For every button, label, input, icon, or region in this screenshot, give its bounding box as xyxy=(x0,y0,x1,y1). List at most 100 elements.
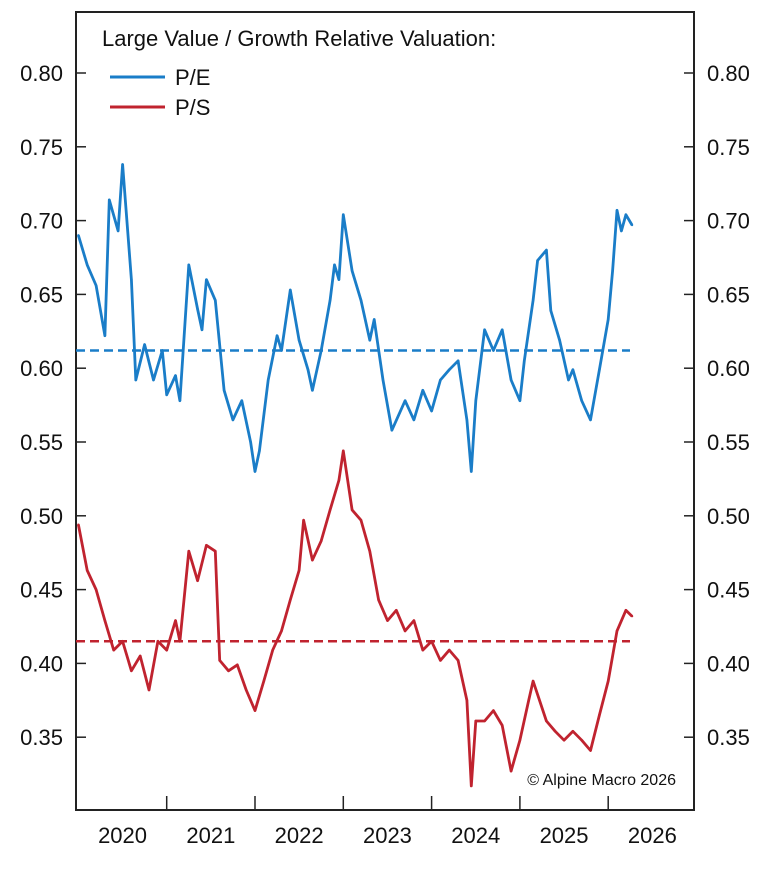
data-point-pe xyxy=(178,399,182,402)
y-tick-label-left: 0.60 xyxy=(20,356,63,381)
y-tick-label-left: 0.35 xyxy=(20,725,63,750)
data-point-pe xyxy=(598,368,601,371)
data-point-pe xyxy=(311,389,314,392)
data-point-ps xyxy=(439,659,442,662)
data-point-ps xyxy=(178,640,182,643)
data-point-ps xyxy=(297,569,301,572)
data-point-ps xyxy=(302,519,305,522)
data-point-pe xyxy=(267,378,270,382)
data-point-pe xyxy=(86,263,89,267)
data-point-pe xyxy=(187,263,190,267)
data-point-ps xyxy=(531,679,535,683)
data-point-ps xyxy=(562,738,566,742)
data-point-ps xyxy=(121,640,124,643)
data-point-ps xyxy=(554,730,557,733)
y-tick-label-left: 0.45 xyxy=(20,578,63,603)
data-point-pe xyxy=(483,328,486,332)
data-point-pe xyxy=(403,399,407,402)
data-point-pe xyxy=(350,269,354,272)
data-point-pe xyxy=(523,359,526,363)
data-point-pe xyxy=(240,399,243,402)
data-point-pe xyxy=(430,409,433,413)
data-point-pe xyxy=(461,389,464,392)
data-point-pe xyxy=(630,223,634,227)
data-point-pe xyxy=(381,378,385,382)
data-point-ps xyxy=(253,709,257,712)
series-line-ps xyxy=(77,449,633,788)
data-point-ps xyxy=(342,449,345,453)
data-point-pe xyxy=(333,263,336,267)
data-point-pe xyxy=(108,198,111,202)
data-point-pe xyxy=(161,349,164,352)
data-point-ps xyxy=(527,699,530,702)
data-point-pe xyxy=(607,318,610,321)
data-point-ps xyxy=(386,619,389,622)
data-point-pe xyxy=(501,328,504,332)
data-point-pe xyxy=(174,374,177,377)
data-point-ps xyxy=(607,679,610,683)
data-point-ps xyxy=(103,619,107,622)
data-point-ps xyxy=(227,669,230,672)
data-point-pe xyxy=(130,278,133,281)
data-point-pe xyxy=(328,299,332,302)
data-point-pe xyxy=(121,163,124,166)
data-point-ps xyxy=(86,569,89,572)
data-point-pe xyxy=(280,349,283,352)
y-tick-label-left: 0.40 xyxy=(20,651,63,676)
data-point-ps xyxy=(311,558,314,562)
data-point-ps xyxy=(598,713,601,717)
data-point-pe xyxy=(342,213,345,216)
data-point-ps xyxy=(421,648,424,652)
data-point-pe xyxy=(421,389,424,392)
data-point-ps xyxy=(630,614,634,618)
data-point-pe xyxy=(214,299,217,302)
data-point-pe xyxy=(200,328,204,332)
data-point-ps xyxy=(214,550,217,553)
data-point-ps xyxy=(77,523,80,526)
data-point-pe xyxy=(492,349,495,352)
data-point-ps xyxy=(156,640,160,643)
x-tick-label: 2023 xyxy=(363,823,412,848)
data-point-ps xyxy=(262,679,266,683)
data-point-pe xyxy=(249,440,252,444)
data-point-ps xyxy=(474,719,477,723)
data-point-pe xyxy=(509,378,513,382)
data-point-pe xyxy=(253,470,257,473)
data-point-pe xyxy=(205,278,208,281)
data-point-ps xyxy=(112,648,115,652)
data-point-pe xyxy=(165,393,168,396)
data-point-ps xyxy=(130,669,133,672)
y-tick-label-right: 0.35 xyxy=(707,725,750,750)
data-point-ps xyxy=(368,550,371,553)
data-point-pe xyxy=(456,359,460,363)
x-tick-label: 2026 xyxy=(628,823,677,848)
data-point-ps xyxy=(509,769,513,773)
legend-label-ps: P/S xyxy=(175,95,210,120)
data-point-ps xyxy=(615,629,619,633)
data-point-pe xyxy=(77,234,80,237)
data-point-pe xyxy=(615,209,619,212)
data-point-pe xyxy=(571,368,575,371)
data-point-ps xyxy=(492,709,495,712)
data-point-pe xyxy=(470,470,473,473)
data-point-ps xyxy=(571,730,575,733)
y-tick-label-right: 0.60 xyxy=(707,356,750,381)
data-point-ps xyxy=(320,539,323,543)
data-point-pe xyxy=(306,368,310,371)
data-point-ps xyxy=(456,659,460,662)
data-point-pe xyxy=(337,278,341,281)
data-point-pe xyxy=(196,307,199,311)
data-point-pe xyxy=(134,378,137,382)
data-point-ps xyxy=(337,479,341,482)
data-point-pe xyxy=(611,269,614,272)
data-point-ps xyxy=(589,749,592,752)
data-point-pe xyxy=(620,229,623,233)
data-point-pe xyxy=(531,299,535,302)
data-point-pe xyxy=(373,318,376,321)
data-point-pe xyxy=(390,428,394,432)
data-point-pe xyxy=(297,338,301,342)
y-tick-label-right: 0.45 xyxy=(707,578,750,603)
data-point-ps xyxy=(395,609,398,612)
data-point-ps xyxy=(501,724,504,727)
